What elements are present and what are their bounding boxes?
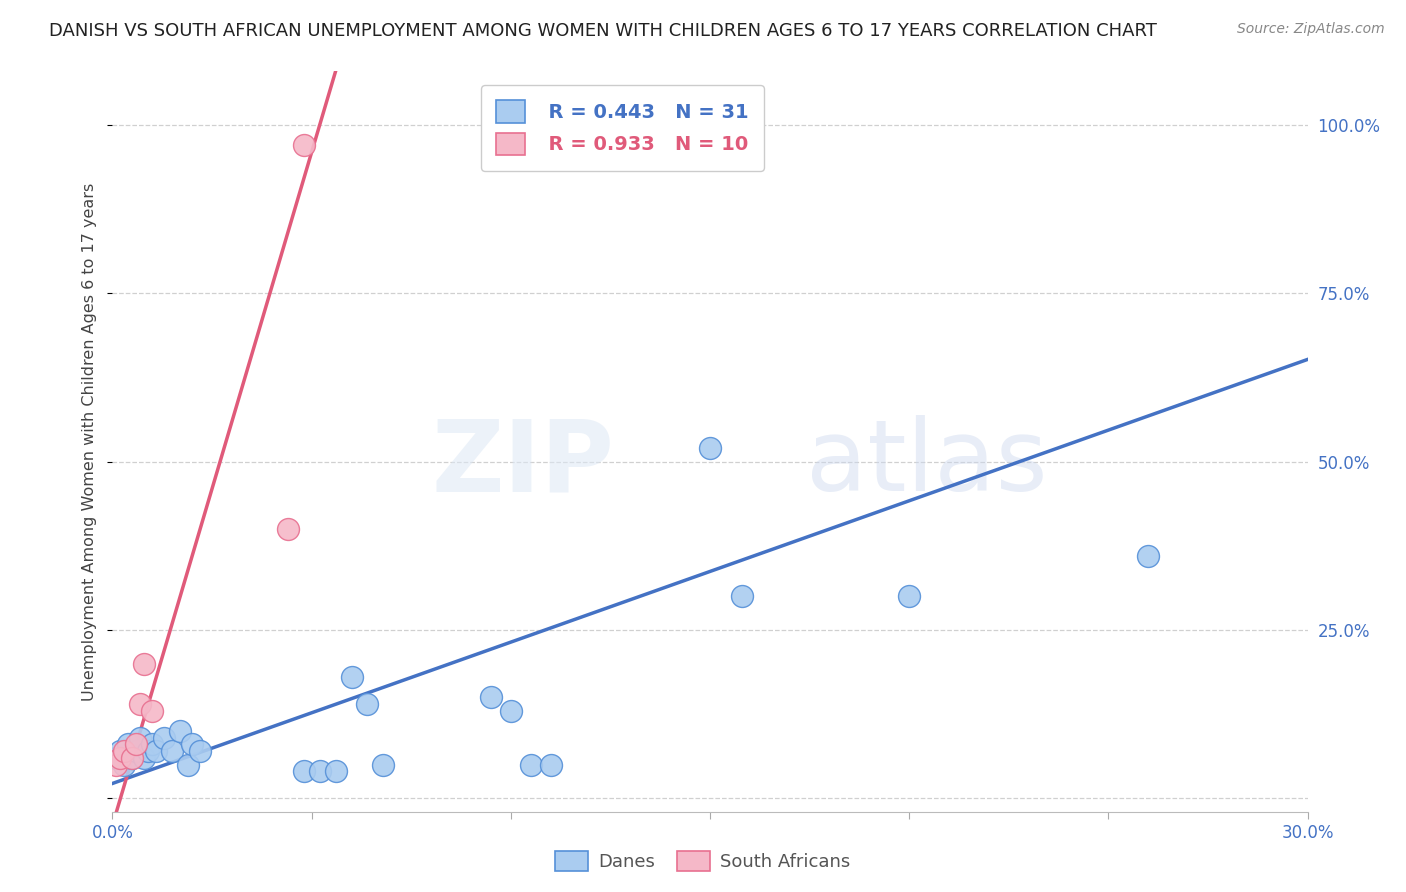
Point [181, 738, 204, 752]
Point [121, 751, 143, 765]
Point [499, 704, 522, 718]
Point [110, 744, 132, 758]
Point [188, 744, 211, 758]
Point [1137, 549, 1160, 563]
Point [356, 697, 378, 711]
Point [308, 764, 330, 779]
Point [373, 757, 395, 772]
Legend: Danes, South Africans: Danes, South Africans [548, 844, 858, 879]
Point [153, 731, 176, 745]
Point [141, 704, 163, 718]
Point [125, 738, 148, 752]
Point [105, 751, 128, 765]
Point [105, 757, 128, 772]
Point [129, 731, 152, 745]
Point [340, 670, 363, 684]
Point [699, 442, 721, 456]
Point [110, 751, 132, 765]
Text: ZIP: ZIP [432, 416, 614, 512]
Legend:   R = 0.443   N = 31,   R = 0.933   N = 10: R = 0.443 N = 31, R = 0.933 N = 10 [481, 85, 765, 170]
Point [114, 744, 135, 758]
Point [540, 757, 562, 772]
Point [520, 757, 543, 772]
Point [162, 744, 183, 758]
Point [141, 738, 163, 752]
Point [169, 723, 191, 738]
Point [325, 764, 347, 779]
Point [277, 522, 299, 536]
Y-axis label: Unemployment Among Women with Children Ages 6 to 17 years: Unemployment Among Women with Children A… [82, 183, 97, 700]
Point [145, 744, 167, 758]
Point [292, 138, 315, 153]
Point [117, 738, 139, 752]
Point [731, 590, 754, 604]
Point [138, 744, 160, 758]
Point [121, 751, 143, 765]
Point [129, 697, 152, 711]
Point [125, 744, 148, 758]
Point [177, 757, 200, 772]
Point [134, 657, 156, 671]
Point [114, 757, 135, 772]
Point [134, 751, 156, 765]
Point [479, 690, 502, 705]
Text: atlas: atlas [806, 416, 1047, 512]
Point [292, 764, 315, 779]
Text: Source: ZipAtlas.com: Source: ZipAtlas.com [1237, 22, 1385, 37]
Text: DANISH VS SOUTH AFRICAN UNEMPLOYMENT AMONG WOMEN WITH CHILDREN AGES 6 TO 17 YEAR: DANISH VS SOUTH AFRICAN UNEMPLOYMENT AMO… [49, 22, 1157, 40]
Point [898, 590, 921, 604]
